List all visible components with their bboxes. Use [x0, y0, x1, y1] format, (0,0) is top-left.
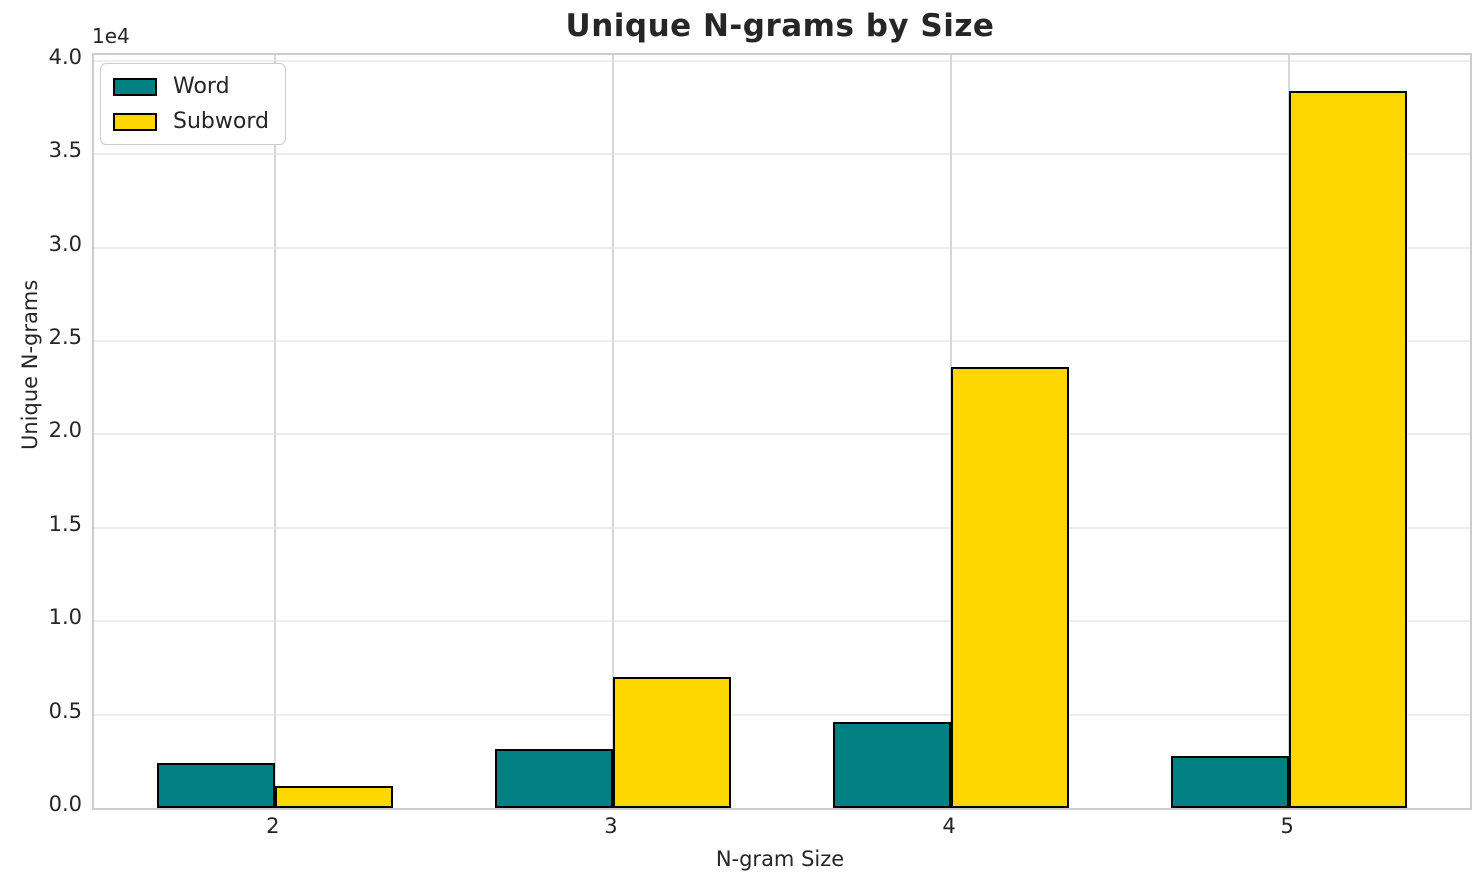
y-gridline	[94, 153, 1470, 156]
bar-word-5	[1170, 755, 1290, 808]
x-tick-label: 4	[942, 814, 956, 838]
bar-subword-3	[612, 677, 732, 808]
x-gridline	[273, 55, 276, 808]
y-gridline	[94, 713, 1470, 716]
y-tick-label: 3.5	[48, 138, 82, 163]
x-gridline	[611, 55, 614, 808]
y-gridline	[94, 526, 1470, 529]
chart-title: Unique N-grams by Size	[565, 8, 995, 44]
legend-label-subword: Subword	[173, 109, 269, 134]
subword-series-swatch	[113, 112, 157, 131]
y-axis-offset-text: 1e4	[92, 24, 130, 48]
y-tick-label: 1.5	[48, 511, 82, 536]
y-gridline	[94, 246, 1470, 249]
bar-subword-5	[1289, 90, 1408, 808]
bar-word-3	[494, 749, 613, 808]
bar-word-2	[156, 763, 275, 808]
y-gridline	[94, 340, 1470, 343]
y-tick-label: 0.0	[48, 792, 82, 816]
y-tick-label: 2.5	[48, 325, 82, 350]
x-tick-label: 5	[1280, 814, 1294, 838]
bar-subword-2	[274, 785, 394, 808]
y-gridline	[94, 433, 1470, 436]
legend-item-subword: Subword	[113, 109, 269, 134]
legend-label-word: Word	[173, 74, 230, 99]
y-tick-label: 0.5	[48, 698, 82, 723]
bar-subword-4	[951, 367, 1070, 808]
y-tick-label: 3.0	[48, 231, 82, 256]
y-tick-label: 4.0	[48, 44, 82, 69]
bar-word-4	[832, 722, 952, 808]
x-tick-label: 2	[266, 814, 280, 838]
plot-area	[92, 53, 1472, 810]
word-series-swatch	[113, 77, 157, 96]
legend-item-word: Word	[113, 74, 269, 99]
y-gridline	[94, 620, 1470, 623]
x-axis-label: N-gram Size	[715, 847, 845, 871]
y-tick-label: 2.0	[48, 418, 82, 443]
y-tick-label: 1.0	[48, 605, 82, 630]
x-tick-label: 3	[604, 814, 618, 838]
y-gridline	[94, 59, 1470, 62]
legend: Word Subword	[100, 63, 286, 145]
